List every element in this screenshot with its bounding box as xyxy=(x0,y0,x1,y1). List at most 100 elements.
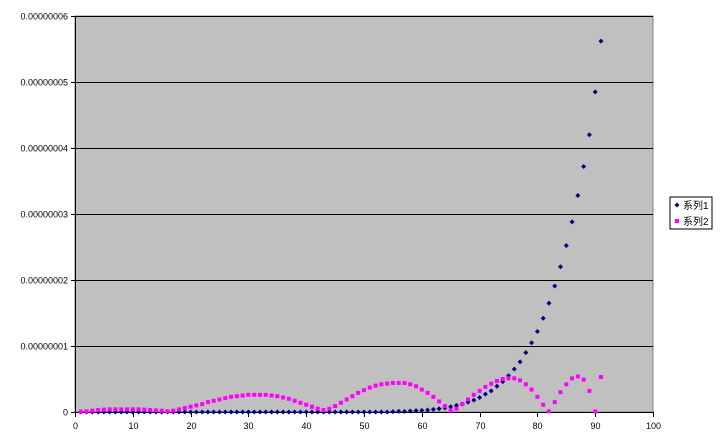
series-1-point xyxy=(263,409,269,415)
series-1-point xyxy=(303,409,309,415)
series-1-point xyxy=(292,409,298,415)
series-2-point xyxy=(240,393,245,398)
series-1-point xyxy=(448,404,454,410)
series-1-point xyxy=(222,409,228,415)
series-2-point xyxy=(309,404,314,409)
series-1-point xyxy=(534,328,540,334)
series-2-point xyxy=(223,396,228,401)
series-2-point xyxy=(460,402,465,407)
series-2-point xyxy=(581,377,586,382)
series-1-point xyxy=(563,243,569,249)
series-1-point xyxy=(494,383,500,389)
series-1-point xyxy=(598,38,604,44)
series-2-point xyxy=(425,390,430,395)
series-1-point xyxy=(517,359,523,365)
series-1-point xyxy=(234,409,240,415)
series-2-point xyxy=(506,376,511,381)
series-2-point xyxy=(454,406,459,411)
series-2-point xyxy=(402,380,407,385)
series-1-point xyxy=(425,407,431,413)
series-2-point xyxy=(96,408,101,413)
series-2-point xyxy=(483,384,488,389)
series-1-point xyxy=(401,408,407,414)
series-2-point xyxy=(298,400,303,405)
series-2-point xyxy=(385,381,390,386)
series-2 xyxy=(78,374,603,414)
x-tick-label: 40 xyxy=(301,421,311,431)
series-1-point xyxy=(326,409,332,415)
legend-label-series-1: 系列1 xyxy=(683,199,709,212)
series-2-point xyxy=(390,380,395,385)
series-2-point xyxy=(142,407,147,412)
series-2-point xyxy=(500,377,505,381)
series-1-point xyxy=(511,366,517,372)
series-1-point xyxy=(251,409,257,415)
series-1-point xyxy=(182,409,188,415)
series-1-point xyxy=(378,409,384,415)
gridlines xyxy=(75,16,653,347)
series-2-point xyxy=(466,397,471,402)
legend-label-series-2: 系列2 xyxy=(683,215,709,228)
series-1-point xyxy=(205,409,211,415)
y-tick-label: 0.00000005 xyxy=(20,78,68,88)
series-1-point xyxy=(280,409,286,415)
series-2-point xyxy=(448,408,453,413)
series-2-point xyxy=(200,402,205,407)
series-2-point xyxy=(275,394,280,399)
series-1-point xyxy=(592,89,598,95)
series-2-point xyxy=(246,392,251,397)
series-2-point xyxy=(408,382,413,387)
series-2-point xyxy=(442,404,447,409)
series-2-point xyxy=(431,394,436,399)
series-2-point xyxy=(205,400,210,405)
series-2-point xyxy=(119,407,124,412)
series-1-point xyxy=(367,409,373,415)
series-2-point xyxy=(333,404,338,409)
series-2-point xyxy=(165,409,170,414)
series-1-point xyxy=(523,350,529,356)
series-2-point xyxy=(541,402,546,407)
series-1-point xyxy=(338,409,344,415)
axes: 0 0.00000001 0.00000002 0.00000003 0.0000000… xyxy=(20,12,661,432)
x-tick-label: 50 xyxy=(359,421,369,431)
series-1-point xyxy=(240,409,246,415)
series-1-point xyxy=(482,391,488,397)
series-1-point xyxy=(274,409,280,415)
series-1-point xyxy=(413,408,419,414)
series-2-point xyxy=(362,388,366,393)
series-1-point xyxy=(257,409,263,415)
series-1-point xyxy=(297,409,303,415)
series-1-point xyxy=(575,193,581,199)
series-2-point xyxy=(84,409,89,414)
series-2-point xyxy=(292,398,297,403)
x-tick-label: 30 xyxy=(243,421,253,431)
series-2-point xyxy=(107,407,112,412)
series-2-point xyxy=(367,385,372,390)
series-1-point xyxy=(581,163,587,169)
series-1-point xyxy=(188,409,194,415)
y-tick-label: 0.00000006 xyxy=(20,12,68,22)
series-1-point xyxy=(569,219,575,225)
series-2-point xyxy=(437,399,442,404)
series-2-point xyxy=(171,408,176,413)
y-tick-label: 0.00000001 xyxy=(20,342,68,352)
series-2-point xyxy=(217,397,222,402)
series-2-point xyxy=(211,398,216,403)
series-2-point xyxy=(494,378,499,383)
series-2-point xyxy=(379,382,384,387)
series-2-point xyxy=(396,380,401,385)
series-2-point xyxy=(552,400,557,405)
series-1-point xyxy=(315,409,321,415)
series-1-point xyxy=(193,409,199,415)
series-2-point xyxy=(529,387,534,392)
series-2-point xyxy=(471,392,476,397)
series-2-point xyxy=(229,394,234,399)
series-2-point xyxy=(344,397,349,402)
y-tick-label: 0.00000003 xyxy=(20,210,68,220)
series-2-point xyxy=(281,395,286,400)
series-2-point xyxy=(558,390,563,395)
series-2-point xyxy=(327,406,332,411)
series-2-point xyxy=(564,382,569,387)
